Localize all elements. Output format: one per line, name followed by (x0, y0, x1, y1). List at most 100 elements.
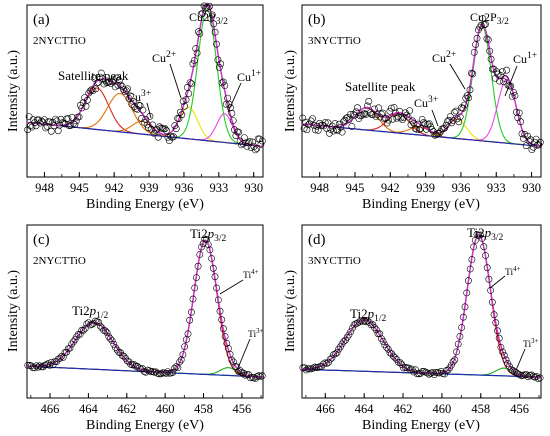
data-point (163, 127, 170, 135)
x-tick-label: 942 (381, 181, 400, 195)
x-tick-label: 945 (346, 181, 365, 195)
data-point (461, 303, 469, 311)
data-point (299, 114, 307, 122)
data-point (458, 324, 465, 331)
peak-component-b-5 (301, 78, 542, 147)
data-point (405, 364, 413, 372)
x-tick-label: 930 (244, 181, 263, 195)
data-point (319, 360, 327, 368)
data-point (418, 367, 426, 375)
panel-b-cu3-label: Cu3+ (414, 95, 438, 110)
panel-b-cu3-arrow (431, 109, 439, 127)
data-point (301, 364, 308, 372)
data-point (524, 373, 532, 381)
data-point (249, 138, 256, 146)
panel-d-ti3-label: Ti3+ (523, 337, 539, 350)
data-point (360, 317, 368, 325)
data-point (68, 113, 76, 121)
panel-a-cu2-arrow (169, 63, 182, 99)
data-point (455, 118, 463, 126)
data-point (420, 119, 427, 126)
data-point (417, 369, 424, 377)
panel-d: 466 464 462 460 458 456 (d) 3NYCTTiO Ti2p1/2 … (283, 224, 544, 433)
data-point (396, 359, 404, 366)
data-point (399, 116, 406, 123)
data-point (340, 337, 348, 345)
data-point (487, 55, 495, 63)
data-point (36, 362, 43, 370)
data-point (61, 120, 69, 128)
data-point (123, 357, 131, 365)
panel-b: 948 945 942 939 936 933 930 (b) 3NYCTTiO Satel… (283, 4, 544, 212)
data-point (496, 77, 503, 85)
data-point (421, 120, 429, 128)
data-point (113, 346, 121, 354)
panel-b-plot (299, 15, 544, 153)
data-point (80, 326, 87, 334)
data-point (323, 360, 331, 367)
data-point (468, 256, 476, 263)
data-point (258, 137, 266, 145)
data-point (482, 20, 489, 28)
data-point (499, 348, 506, 356)
panel-a-letter: (a) (33, 12, 50, 28)
data-point (211, 273, 219, 281)
data-point (85, 319, 92, 326)
data-point (207, 15, 215, 22)
x-tick-label: 466 (316, 402, 335, 416)
x-tick-label: 460 (433, 402, 452, 416)
panel-a-plot (24, 2, 266, 154)
data-point (454, 340, 462, 348)
data-point (463, 289, 471, 297)
data-point (46, 361, 54, 369)
data-point (422, 125, 430, 133)
data-point (185, 90, 193, 97)
data-point (348, 324, 356, 332)
data-point (221, 333, 229, 340)
data-point (253, 145, 261, 152)
data-point (176, 358, 183, 366)
panel-b-ticks: 948 945 942 939 936 933 930 (301, 172, 541, 195)
data-point (413, 125, 420, 133)
data-point (425, 120, 433, 127)
data-point (385, 116, 392, 124)
data-point (476, 23, 484, 31)
data-point (177, 356, 185, 364)
data-point (483, 264, 491, 272)
data-point (448, 119, 456, 127)
data-point (345, 116, 353, 123)
data-point (494, 327, 501, 335)
data-point (437, 367, 445, 375)
data-point (84, 96, 91, 104)
data-point (505, 362, 513, 370)
data-point (306, 120, 314, 128)
data-point (333, 349, 341, 357)
data-point (93, 79, 101, 87)
x-tick-label: 466 (41, 402, 60, 416)
data-point (161, 125, 169, 133)
data-point (228, 356, 236, 364)
data-point (75, 330, 82, 338)
data-point (422, 368, 430, 376)
panel-a: 948 945 942 939 936 933 930 (a) 2NYCTTiO Satel… (6, 2, 266, 212)
data-point (362, 111, 370, 118)
data-point (531, 373, 539, 381)
data-point (519, 371, 527, 379)
x-tick-label: 462 (117, 402, 136, 416)
x-tick-label: 464 (79, 402, 99, 416)
data-point (396, 107, 404, 115)
data-point (390, 104, 398, 111)
data-point (476, 231, 484, 239)
panel-d-frame (301, 224, 542, 399)
data-point (376, 330, 384, 338)
data-point (226, 104, 234, 112)
data-point (484, 36, 492, 44)
panel-a-frame (26, 4, 264, 178)
panel-a-cu1-label: Cu1+ (237, 69, 261, 84)
data-point (406, 366, 414, 374)
data-point (398, 361, 406, 369)
panel-c-letter: (c) (33, 232, 50, 248)
panel-d-plot (299, 231, 544, 383)
data-point (500, 351, 508, 359)
data-point (331, 120, 339, 127)
